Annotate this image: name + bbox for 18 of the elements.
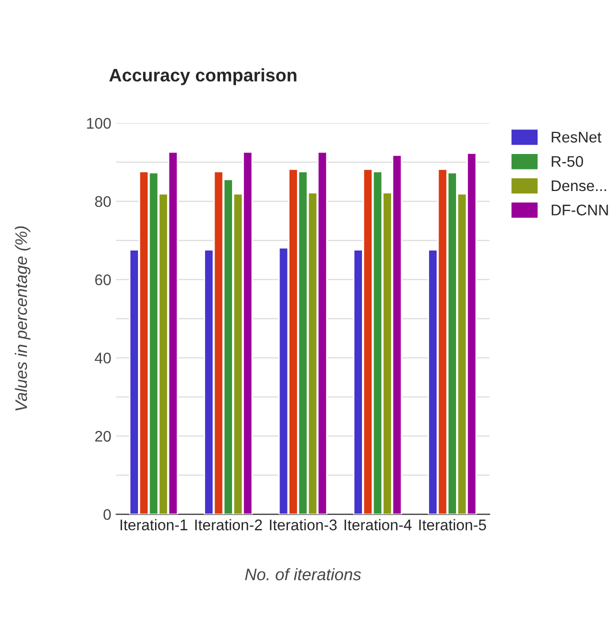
y-axis-title: Values in percentage (%)	[14, 226, 30, 410]
legend-label: R-50	[552, 156, 584, 167]
y-tick-label: 40	[94, 352, 111, 364]
chart-title: Accuracy comparison	[109, 68, 296, 86]
y-tick-label: 20	[95, 430, 111, 442]
x-tick-label: Iteration-3	[270, 519, 337, 530]
legend-label: Dense...	[552, 180, 606, 192]
y-tick-label: 100	[87, 118, 111, 129]
x-tick-label: Iteration-5	[419, 519, 486, 530]
legend-label: DF-CNN	[552, 204, 608, 216]
y-tick-label: 60	[95, 274, 111, 286]
y-tick-label: 80	[95, 196, 111, 207]
legend-label: ResNet	[552, 132, 602, 143]
y-tick-label: 0	[104, 509, 111, 520]
x-tick-label: Iteration-1	[120, 519, 188, 530]
x-tick-label: Iteration-4	[344, 519, 412, 530]
x-tick-label: Iteration-2	[195, 519, 262, 530]
x-axis-title: No. of iterations	[245, 568, 361, 580]
